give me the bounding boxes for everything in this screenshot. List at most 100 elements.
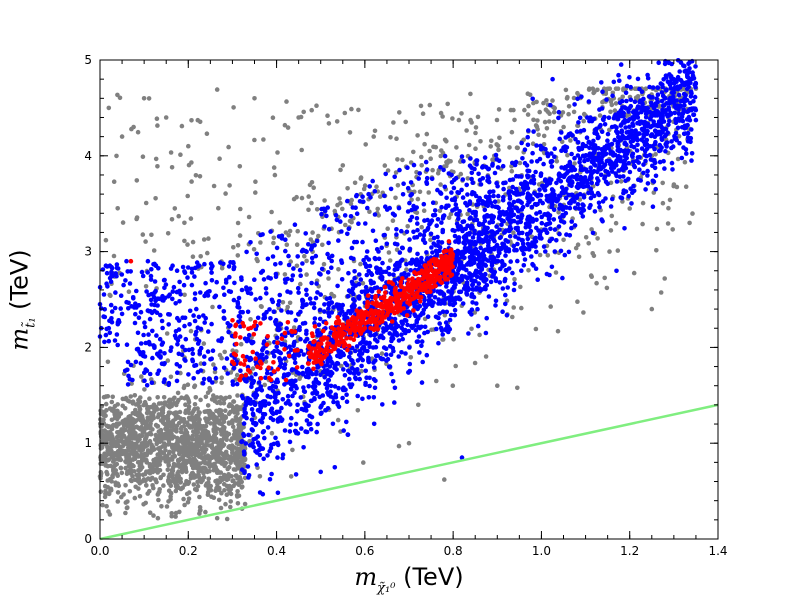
scatter-point-gray [131, 124, 136, 130]
scatter-point-gray [478, 139, 483, 144]
scatter-point-gray [271, 235, 277, 241]
scatter-point-blue [486, 294, 492, 299]
scatter-point-blue [650, 158, 656, 163]
scatter-point-blue [599, 80, 604, 85]
scatter-point-gray [222, 453, 227, 458]
scatter-point-gray [535, 127, 540, 132]
scatter-point-gray [375, 206, 381, 212]
scatter-point-blue [662, 134, 668, 139]
scatter-point-gray [531, 100, 536, 106]
scatter-point-gray [208, 410, 213, 415]
scatter-point-gray [147, 510, 153, 515]
scatter-point-gray [110, 473, 115, 479]
scatter-point-gray [196, 469, 201, 475]
scatter-point-gray [214, 439, 220, 445]
scatter-point-gray [219, 375, 224, 381]
scatter-point-gray [533, 326, 539, 332]
scatter-point-gray [235, 489, 240, 494]
scatter-point-gray [286, 233, 292, 238]
scatter-point-gray [232, 410, 237, 415]
scatter-point-gray [222, 349, 227, 355]
scatter-point-blue [554, 180, 559, 186]
scatter-point-blue [278, 357, 284, 363]
scatter-point-blue [389, 371, 394, 377]
scatter-point-blue [598, 122, 603, 128]
scatter-point-blue [379, 245, 385, 251]
scatter-point-gray [233, 473, 239, 479]
scatter-point-blue [302, 389, 308, 395]
scatter-point-blue [439, 220, 444, 225]
scatter-point-blue [693, 80, 698, 86]
scatter-point-gray [424, 131, 430, 137]
scatter-point-gray [237, 454, 242, 460]
scatter-point-blue [282, 428, 288, 433]
scatter-point-gray [496, 107, 502, 112]
scatter-point-gray [205, 437, 211, 443]
scatter-point-blue [608, 159, 614, 165]
scatter-point-gray [495, 383, 500, 389]
scatter-point-gray [177, 451, 182, 457]
scatter-point-gray [109, 399, 115, 405]
scatter-point-gray [166, 410, 172, 415]
scatter-point-gray [554, 159, 560, 164]
scatter-point-blue [504, 313, 510, 318]
scatter-point-gray [167, 433, 172, 439]
scatter-point-blue [362, 348, 368, 353]
scatter-point-gray [420, 111, 426, 116]
scatter-point-blue [525, 236, 531, 242]
scatter-point-gray [203, 447, 209, 452]
scatter-point-gray [219, 461, 225, 466]
scatter-point-gray [188, 216, 194, 221]
scatter-point-gray [235, 393, 240, 398]
scatter-point-blue [268, 415, 274, 421]
scatter-point-blue [681, 91, 687, 97]
scatter-point-blue [572, 155, 577, 161]
scatter-point-blue [549, 264, 555, 270]
scatter-point-gray [309, 200, 314, 206]
scatter-point-gray [444, 163, 449, 169]
scatter-point-blue [509, 203, 515, 208]
scatter-point-gray [551, 109, 557, 115]
scatter-point-blue [479, 231, 485, 237]
scatter-point-gray [173, 488, 179, 494]
scatter-point-blue [460, 301, 466, 306]
scatter-point-gray [182, 502, 187, 508]
scatter-point-gray [427, 102, 433, 108]
scatter-point-gray [129, 478, 134, 484]
scatter-point-gray [101, 394, 107, 400]
scatter-point-gray [126, 463, 132, 469]
scatter-point-gray [545, 253, 551, 258]
scatter-point-blue [367, 383, 372, 389]
scatter-point-gray [212, 464, 218, 469]
scatter-point-gray [153, 196, 158, 201]
scatter-point-gray [219, 265, 225, 271]
scatter-point-gray [438, 110, 444, 116]
scatter-point-blue [551, 217, 557, 222]
scatter-point-blue [477, 254, 483, 260]
scatter-point-blue [653, 108, 659, 114]
scatter-point-gray [309, 107, 315, 113]
scatter-point-gray [211, 362, 216, 367]
scatter-point-blue [548, 226, 553, 232]
scatter-point-gray [221, 481, 227, 487]
scatter-point-gray [161, 472, 166, 478]
scatter-point-gray [182, 442, 188, 447]
scatter-point-gray [217, 156, 222, 161]
scatter-point-gray [287, 300, 293, 306]
scatter-point-gray [196, 416, 201, 421]
scatter-point-gray [216, 205, 221, 211]
scatter-point-blue [645, 173, 650, 178]
scatter-point-gray [591, 253, 597, 259]
scatter-point-blue [416, 324, 421, 330]
scatter-point-gray [218, 429, 224, 434]
scatter-point-blue [623, 90, 629, 96]
scatter-point-gray [227, 394, 232, 400]
scatter-point-gray [591, 90, 596, 96]
scatter-point-gray [217, 411, 222, 416]
scatter-point-gray [155, 414, 161, 420]
scatter-point-blue [542, 187, 548, 193]
scatter-point-blue [595, 169, 600, 175]
scatter-point-blue [532, 190, 537, 196]
scatter-point-blue [507, 177, 513, 183]
scatter-point-blue [363, 368, 369, 374]
